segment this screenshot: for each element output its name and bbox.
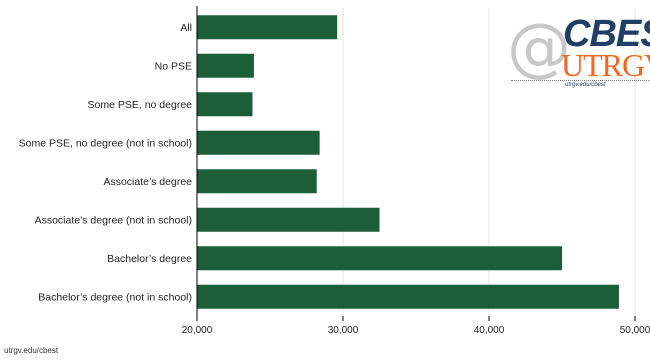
x-tick-label: 50,000 [620,325,650,336]
category-label: Some PSE, no degree (not in school) [19,137,192,149]
bar [197,92,253,117]
bar [197,130,320,155]
category-label: Bachelor’s degree [107,253,192,265]
x-tick-label: 30,000 [328,325,359,336]
bar [197,207,380,232]
logo-dotted-line [511,80,649,81]
logo-utrgv-text: UTRGV [561,47,650,83]
category-label: No PSE [155,60,192,72]
category-label: Associate’s degree (not in school) [35,214,192,226]
bar [197,53,254,78]
category-label: All [180,22,192,34]
x-tick-label: 20,000 [182,325,213,336]
bar [197,15,338,40]
bar [197,169,317,194]
logo-at-symbol: @ [507,11,571,85]
cbest-utrgv-logo: @ CBEST UTRGV utrgv.edu/cbest [505,10,650,90]
logo-url: utrgv.edu/cbest [565,82,606,88]
bar [197,246,562,271]
logo-cbest-text: CBEST [563,13,650,55]
x-tick-label: 40,000 [474,325,505,336]
bar [197,284,619,309]
category-label: Some PSE, no degree [88,99,193,111]
footer-source: utrgv.edu/cbest [4,346,59,355]
category-label: Associate’s degree [103,176,192,188]
category-label: Bachelor’s degree (not in school) [38,291,192,303]
